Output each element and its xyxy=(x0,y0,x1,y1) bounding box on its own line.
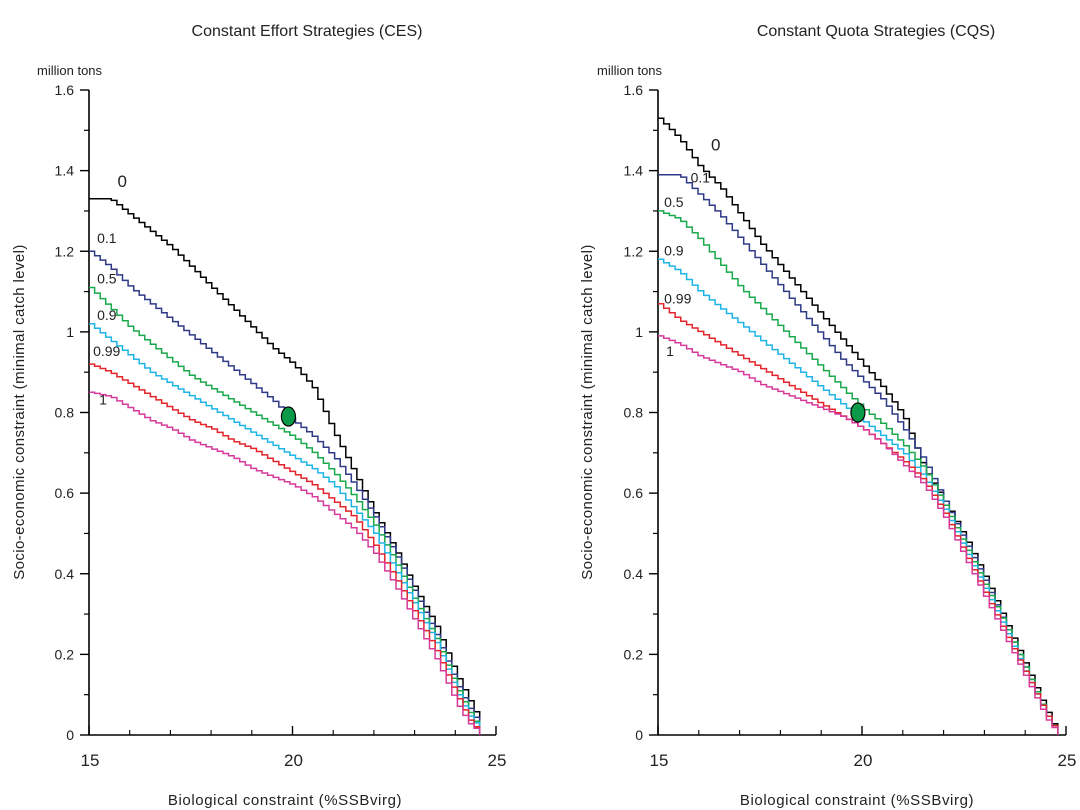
chart-title: Constant Effort Strategies (CES) xyxy=(192,23,423,40)
x-tick-label: 15 xyxy=(650,751,669,770)
chart-title: Constant Quota Strategies (CQS) xyxy=(757,23,995,40)
unit-label: million tons xyxy=(37,63,103,78)
y-axis-label: Socio-economic constraint (minimal catch… xyxy=(11,244,28,580)
x-tick-label: 25 xyxy=(488,751,507,770)
x-tick-label: 20 xyxy=(284,751,303,770)
y-tick-label: 0.2 xyxy=(624,646,644,662)
series-label: 0.9 xyxy=(664,242,684,258)
panel-ces: Constant Effort Strategies (CES) million… xyxy=(11,23,506,809)
series-line-0-9 xyxy=(658,258,1059,735)
series-label: 0.5 xyxy=(664,194,684,210)
y-tick-label: 1.4 xyxy=(55,163,75,179)
highlight-marker xyxy=(850,402,866,423)
plot-area-ces: 0 0.2 0.4 0.6 0.8 1 1.2 1.4 1.6 15 20 25 0 0.1 0.5 0.9 0… xyxy=(55,82,507,770)
x-axis-label: Biological constraint (%SSBvirg) xyxy=(740,792,974,809)
series-label: 0 xyxy=(711,135,720,154)
y-tick-label: 0.2 xyxy=(55,646,75,662)
y-tick-label: 1 xyxy=(635,324,643,340)
series-label: 0.99 xyxy=(664,291,691,307)
y-tick-label: 0.6 xyxy=(55,485,75,501)
y-tick-label: 0 xyxy=(635,727,643,743)
series-line-1 xyxy=(658,335,1059,735)
y-tick-label: 1.2 xyxy=(55,243,75,259)
series-line-0 xyxy=(658,117,1059,735)
plot-area-cqs: 00.20.40.60.811.21.41.615 20 2500.10.50.90… xyxy=(624,82,1077,770)
series-label: 0.99 xyxy=(93,343,120,359)
panel-cqs: Constant Quota Strategies (CQS) million … xyxy=(579,23,1076,809)
series-line-0 xyxy=(89,198,481,735)
series-label: 0.5 xyxy=(97,271,117,287)
series-label: 1 xyxy=(99,391,107,407)
y-tick-label: 1 xyxy=(66,324,74,340)
y-tick-label: 0 xyxy=(66,727,74,743)
series-line-0-5 xyxy=(658,210,1059,735)
series-label: 0.1 xyxy=(97,230,117,246)
y-tick-label: 1.6 xyxy=(624,82,644,98)
y-axis-label: Socio-economic constraint (minimal catch… xyxy=(579,244,596,580)
series-line-0-99 xyxy=(658,302,1059,735)
y-tick-label: 1.4 xyxy=(624,163,644,179)
y-tick-label: 0.8 xyxy=(55,405,75,421)
y-tick-label: 1.2 xyxy=(624,243,644,259)
x-tick-label: 25 xyxy=(1058,751,1077,770)
series-line-0-5 xyxy=(89,286,481,735)
series-line-1 xyxy=(89,391,481,735)
y-tick-label: 0.8 xyxy=(624,405,644,421)
x-tick-label: 20 xyxy=(854,751,873,770)
series-label: 0.9 xyxy=(97,307,117,323)
x-tick-label: 15 xyxy=(81,751,100,770)
unit-label: million tons xyxy=(597,63,663,78)
series-line-0-99 xyxy=(89,363,481,735)
series-label: 0.1 xyxy=(691,170,711,186)
series-label: 0 xyxy=(117,172,126,191)
highlight-marker xyxy=(280,406,297,427)
series-label: 1 xyxy=(666,343,674,359)
series-line-0-1 xyxy=(89,250,481,735)
y-tick-label: 0.4 xyxy=(55,566,75,582)
y-tick-label: 1.6 xyxy=(55,82,75,98)
y-tick-label: 0.4 xyxy=(624,566,644,582)
series-line-0-1 xyxy=(658,173,1059,735)
y-tick-label: 0.6 xyxy=(624,485,644,501)
x-axis-label: Biological constraint (%SSBvirg) xyxy=(168,792,402,809)
series-line-0-9 xyxy=(89,323,481,735)
